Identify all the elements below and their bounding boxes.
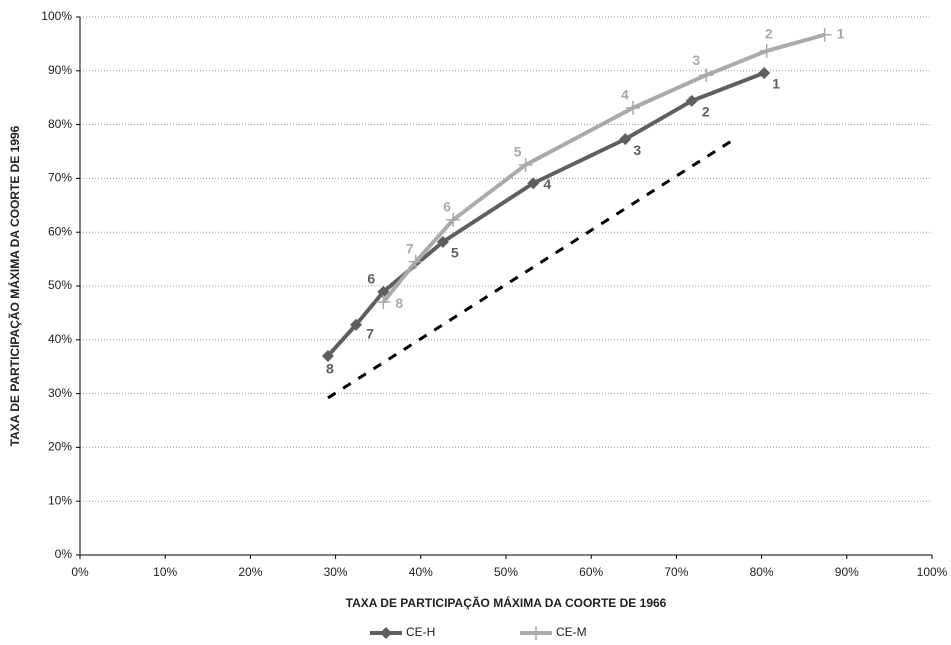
data-point <box>446 212 461 227</box>
y-tick-label: 90% <box>48 63 72 77</box>
x-tick-label: 70% <box>664 565 688 579</box>
data-point <box>758 66 771 79</box>
series-line <box>381 32 826 304</box>
x-tick-label: 20% <box>238 565 262 579</box>
data-point <box>619 133 632 146</box>
data-point <box>817 27 832 42</box>
point-label: 7 <box>406 240 414 256</box>
y-tick-label: 20% <box>48 440 72 454</box>
point-label: 5 <box>514 144 522 160</box>
x-tick-label: 90% <box>835 565 859 579</box>
legend-marker <box>529 626 543 640</box>
point-label: 6 <box>443 199 451 215</box>
legend-label: CE-H <box>406 625 435 639</box>
x-axis-label: TAXA DE PARTICIPAÇÃO MÁXIMA DA COORTE DE… <box>346 595 667 610</box>
point-label: 6 <box>367 271 375 287</box>
y-tick-label: 100% <box>41 9 72 23</box>
y-axis-label: TAXA DE PARTICIPAÇÃO MÁXIMA DA COORTE DE… <box>7 125 22 446</box>
point-label: 4 <box>621 87 629 103</box>
legend-marker <box>380 627 392 639</box>
data-point <box>377 285 390 298</box>
data-point <box>625 100 640 115</box>
y-tick-label: 0% <box>55 547 73 561</box>
data-point <box>408 254 423 269</box>
point-label: 2 <box>765 26 773 42</box>
data-point <box>321 349 334 362</box>
point-label: 1 <box>837 25 845 41</box>
point-label: 2 <box>702 104 710 120</box>
y-tick-label: 30% <box>48 386 72 400</box>
x-tick-label: 80% <box>750 565 774 579</box>
legend-label: CE-M <box>556 625 587 639</box>
x-tick-label: 40% <box>409 565 433 579</box>
x-tick-label: 60% <box>579 565 603 579</box>
point-label: 5 <box>451 245 459 261</box>
point-label: 3 <box>692 52 700 68</box>
y-tick-label: 50% <box>48 278 72 292</box>
x-tick-label: 10% <box>153 565 177 579</box>
data-point <box>759 43 774 58</box>
point-label: 8 <box>395 295 403 311</box>
y-tick-label: 60% <box>48 224 72 238</box>
data-point <box>436 235 449 248</box>
data-point <box>350 318 363 331</box>
reference-line <box>327 135 739 400</box>
y-tick-label: 40% <box>48 332 72 346</box>
x-tick-label: 30% <box>324 565 348 579</box>
point-label: 7 <box>366 325 374 341</box>
data-point <box>527 177 540 190</box>
y-tick-label: 80% <box>48 117 72 131</box>
x-tick-label: 50% <box>494 565 518 579</box>
y-tick-label: 10% <box>48 493 72 507</box>
data-point <box>699 68 714 83</box>
data-point <box>518 157 533 172</box>
data-point <box>376 295 391 310</box>
point-label: 4 <box>543 176 551 192</box>
point-label: 8 <box>326 361 334 377</box>
point-label: 3 <box>633 142 641 158</box>
y-tick-label: 70% <box>48 171 72 185</box>
x-tick-label: 100% <box>917 565 948 579</box>
x-tick-label: 0% <box>71 565 89 579</box>
series-line <box>326 71 765 358</box>
point-label: 1 <box>772 76 780 92</box>
data-point <box>685 94 698 107</box>
